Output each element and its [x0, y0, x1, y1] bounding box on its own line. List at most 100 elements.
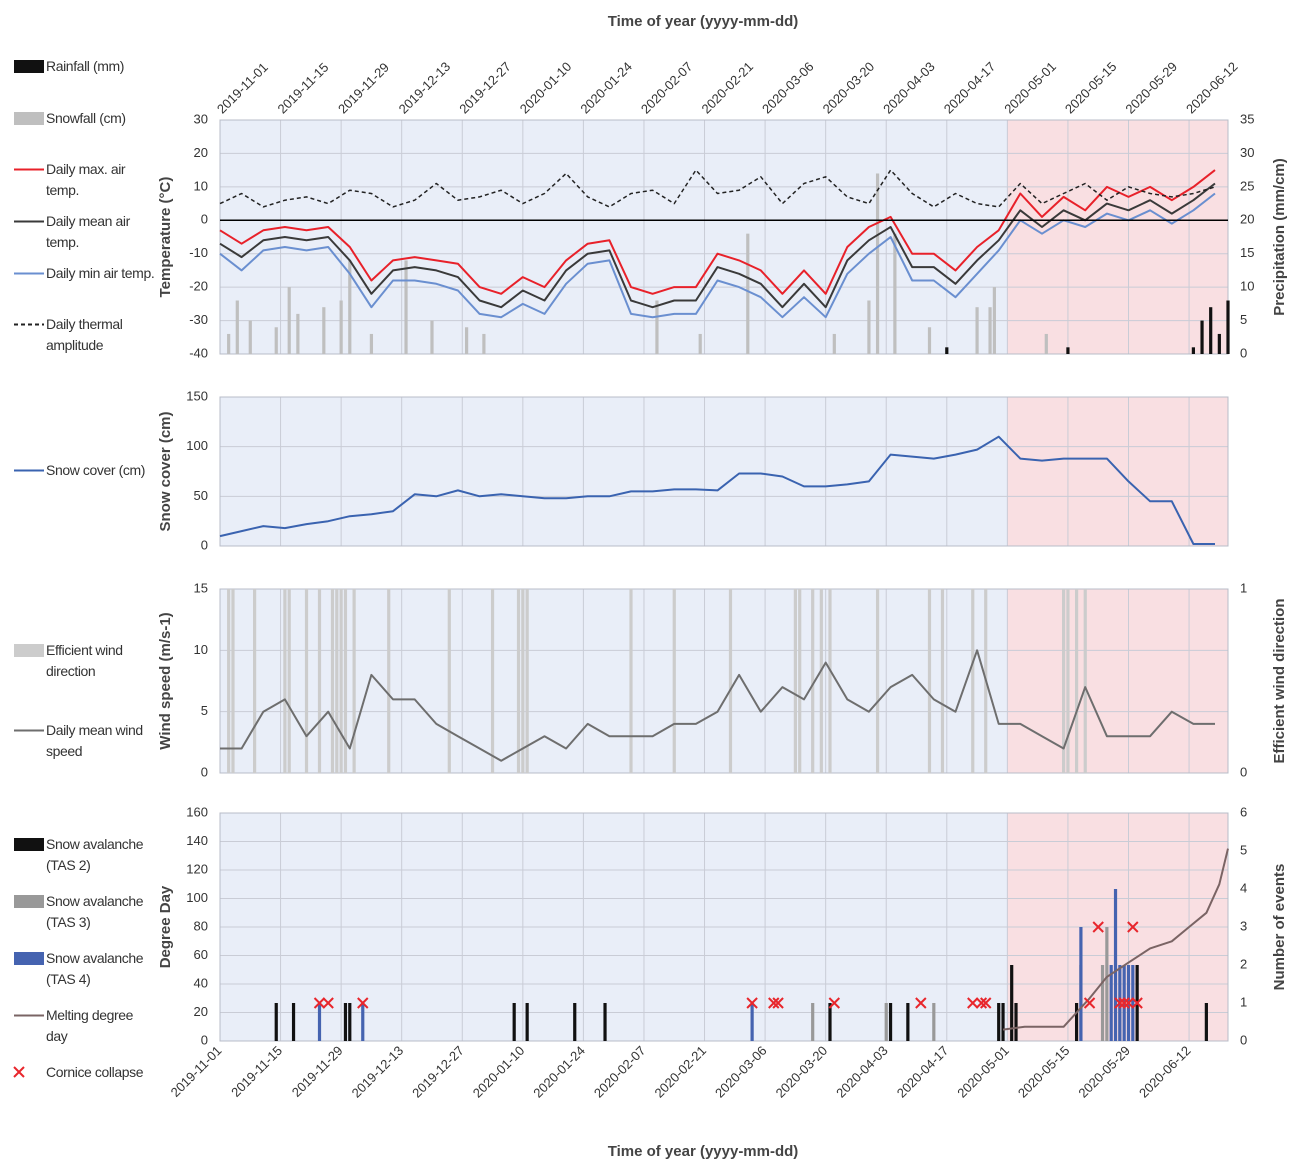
legend-symbol — [13, 1065, 25, 1078]
legend-item: Daily max. air temp. — [8, 159, 156, 201]
bar — [906, 1003, 910, 1041]
bar — [1014, 1003, 1018, 1041]
bar — [1074, 589, 1079, 773]
legend-label: Daily mean wind speed — [46, 722, 143, 759]
legend-swatch — [8, 263, 46, 284]
bar — [997, 1003, 1001, 1041]
bar — [698, 333, 702, 354]
bar — [274, 1003, 278, 1041]
legend-swatch — [8, 460, 46, 481]
y2-tick-label: 0 — [1240, 1032, 1247, 1047]
y-axis-title: Degree Day — [157, 885, 174, 968]
legend-symbol — [14, 729, 44, 732]
legend-box — [14, 59, 44, 73]
series-line — [219, 435, 1215, 545]
y2-axis-title: Efficient wind direction — [1271, 598, 1288, 763]
y2-tick-label: 1 — [1240, 994, 1247, 1009]
x-tick-label: 2020-02-21 — [651, 1043, 709, 1101]
y2-tick-label: 35 — [1240, 111, 1254, 126]
y2-tick-label: 2 — [1240, 956, 1247, 971]
bar — [793, 589, 797, 773]
legend-symbol — [14, 323, 44, 326]
x-tick-label: 2020-04-17 — [894, 1043, 952, 1101]
x-tick-label: 2020-04-17 — [941, 59, 999, 117]
legend-item: Melting degree day — [8, 1005, 156, 1047]
cross-marker — [1114, 997, 1126, 1009]
x-tick-label: 2020-06-12 — [1136, 1043, 1194, 1101]
y2-tick-label: 10 — [1240, 279, 1254, 294]
legend-label: Melting degree day — [46, 1006, 134, 1044]
x-tick-label: 2020-01-10 — [470, 1043, 528, 1101]
series-line — [219, 182, 1216, 309]
cross-marker — [915, 997, 927, 1009]
x-axis-title: Time of year (yyyy-mm-dd) — [608, 1143, 799, 1160]
bar — [888, 1003, 893, 1041]
cross-marker — [772, 997, 784, 1009]
bar — [291, 1003, 296, 1041]
y-tick-label: -20 — [189, 279, 208, 294]
legend-item: Snow avalanche (TAS 3) — [8, 891, 156, 933]
legend-label: Snow avalanche (TAS 2) — [46, 835, 144, 873]
bar — [828, 1003, 832, 1041]
y-tick-label: 0 — [201, 537, 208, 552]
x-tick-label: 2019-11-29 — [335, 60, 392, 117]
x-tick-label: 2020-02-07 — [638, 59, 696, 117]
bar — [746, 233, 750, 354]
legend-swatch — [8, 314, 46, 335]
y-tick-label: 100 — [186, 890, 208, 905]
bar — [811, 589, 815, 773]
bar — [404, 260, 408, 354]
series-line — [219, 169, 1216, 208]
x-tick-label: 2020-04-03 — [833, 1043, 891, 1101]
legend-symbol — [14, 1014, 44, 1016]
bar — [482, 333, 486, 354]
legend-swatch — [8, 1005, 46, 1026]
y-tick-label: 20 — [194, 145, 208, 160]
bar — [1100, 965, 1105, 1041]
cross-marker — [746, 997, 758, 1009]
y-tick-label: 140 — [186, 833, 208, 848]
legend-label: Cornice collapse — [46, 1063, 144, 1080]
y-tick-label: 160 — [186, 804, 208, 819]
bar — [988, 307, 992, 354]
x-tick-label: 2019-11-29 — [289, 1043, 346, 1100]
bar — [317, 1003, 322, 1041]
bar — [1105, 927, 1109, 1041]
plot-border — [219, 119, 1229, 355]
bar — [348, 1003, 352, 1041]
bar — [655, 300, 659, 354]
legend-symbol — [14, 59, 44, 73]
y-tick-label: 60 — [194, 947, 208, 962]
y-tick-label: 80 — [194, 918, 208, 933]
legend-label: Snow cover (cm) — [46, 462, 146, 478]
cross-marker — [1127, 921, 1139, 933]
y2-tick-label: 1 — [1240, 580, 1247, 595]
legend-label: Rainfall (mm) — [46, 57, 125, 74]
bar — [811, 1003, 815, 1041]
x-axis-title: Time of year (yyyy-mm-dd) — [608, 13, 799, 30]
x-tick-label: 2020-03-06 — [712, 1043, 770, 1101]
y-tick-label: 10 — [194, 178, 208, 193]
cross-marker — [1122, 997, 1135, 1009]
bar — [512, 1003, 516, 1041]
legend-item: Snow avalanche (TAS 2) — [8, 834, 156, 876]
bar — [227, 333, 231, 354]
legend-symbol — [14, 272, 44, 274]
cross-marker — [1131, 997, 1143, 1009]
x-tick-label: 2019-11-01 — [214, 60, 271, 117]
bar — [521, 589, 525, 773]
y2-axis-title: Number of events — [1271, 864, 1288, 991]
bar — [1109, 965, 1113, 1041]
legend-symbol — [14, 168, 44, 171]
bar — [352, 589, 356, 773]
bar — [992, 287, 996, 354]
x-tick-label: 2020-05-15 — [1015, 1043, 1073, 1101]
bar — [932, 1003, 936, 1041]
x-tick-label: 2020-04-03 — [880, 59, 938, 117]
bar — [1131, 965, 1135, 1041]
bar — [283, 589, 287, 773]
bar — [1226, 300, 1230, 354]
y-tick-label: 0 — [201, 1032, 208, 1047]
bar — [516, 589, 521, 773]
